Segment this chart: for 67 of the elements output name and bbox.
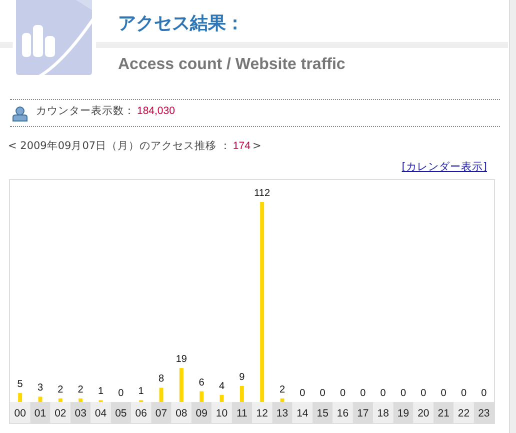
data-label: 0: [400, 388, 406, 399]
x-tick-label: 13: [276, 408, 288, 420]
text: カウンター表示数：: [36, 105, 135, 117]
x-tick-label: 08: [176, 408, 188, 420]
data-label: 4: [218, 380, 225, 392]
x-tick-label: 20: [418, 408, 430, 420]
data-label: 0: [460, 388, 467, 399]
data-label: 2: [58, 384, 64, 396]
text: 184,030: [137, 105, 175, 117]
bar: [18, 393, 22, 402]
x-tick-label: 14: [296, 408, 308, 420]
data-label: 2: [78, 384, 84, 396]
x-tick-label: 18: [377, 408, 390, 420]
bar: [220, 394, 224, 402]
x-tick-label: 06: [135, 408, 148, 420]
x-tick-label: 07: [155, 408, 168, 420]
bar: [58, 398, 62, 402]
chart-subtitle: Access count / Website traffic: [118, 56, 346, 74]
data-label: 8: [158, 374, 164, 385]
x-tick-label: 10: [216, 408, 228, 420]
x-tick-label: 03: [74, 408, 87, 420]
x-tick-label: 04: [94, 408, 107, 420]
data-label: 9: [239, 372, 246, 383]
bar: [38, 396, 42, 402]
bar: [179, 368, 184, 402]
data-label: 0: [420, 388, 427, 399]
data-label: 0: [440, 388, 447, 399]
data-label: 0: [380, 388, 386, 399]
bar: [200, 391, 204, 402]
bar: [240, 386, 244, 402]
text: < 2009年09月07日（月）のアクセス推移 ：: [8, 140, 231, 152]
data-label: 0: [340, 388, 346, 399]
data-label: 0: [481, 388, 488, 399]
data-label: 19: [176, 354, 188, 366]
data-label: 1: [138, 386, 144, 398]
data-label: 0: [300, 388, 306, 399]
data-label: 0: [320, 388, 326, 399]
x-tick-label: 23: [478, 408, 490, 420]
x-tick-label: 16: [336, 408, 349, 420]
x-tick-label: 15: [316, 408, 329, 420]
chart-title: アクセス結果：: [118, 12, 244, 35]
x-tick-label: 22: [458, 408, 470, 420]
x-tick-label: 00: [14, 408, 26, 420]
data-label: 6: [198, 377, 205, 388]
x-tick-label: 12: [256, 408, 268, 420]
bar: [78, 398, 83, 402]
data-label: 5: [17, 379, 24, 390]
x-tick-label: 05: [115, 408, 127, 420]
x-tick-label: 01: [34, 408, 46, 420]
bar: [260, 202, 264, 402]
x-tick-label: 09: [196, 408, 208, 420]
data-label: 1: [98, 386, 104, 398]
x-tick-label: 19: [397, 408, 410, 420]
data-label: 3: [37, 382, 44, 394]
data-label: 0: [360, 388, 366, 399]
text: [カレンダー表示]: [402, 161, 487, 173]
x-tick-label: 17: [357, 408, 369, 420]
text: 174: [232, 140, 250, 152]
data-label: 2: [279, 384, 286, 396]
bar: [280, 398, 284, 402]
data-label: 112: [254, 188, 270, 199]
x-tick-label: 11: [236, 408, 248, 420]
x-tick-label: 21: [438, 408, 450, 420]
x-tick-label: 02: [54, 408, 66, 420]
text: >: [252, 140, 262, 152]
data-label: 0: [118, 388, 124, 399]
bar: [159, 388, 164, 402]
